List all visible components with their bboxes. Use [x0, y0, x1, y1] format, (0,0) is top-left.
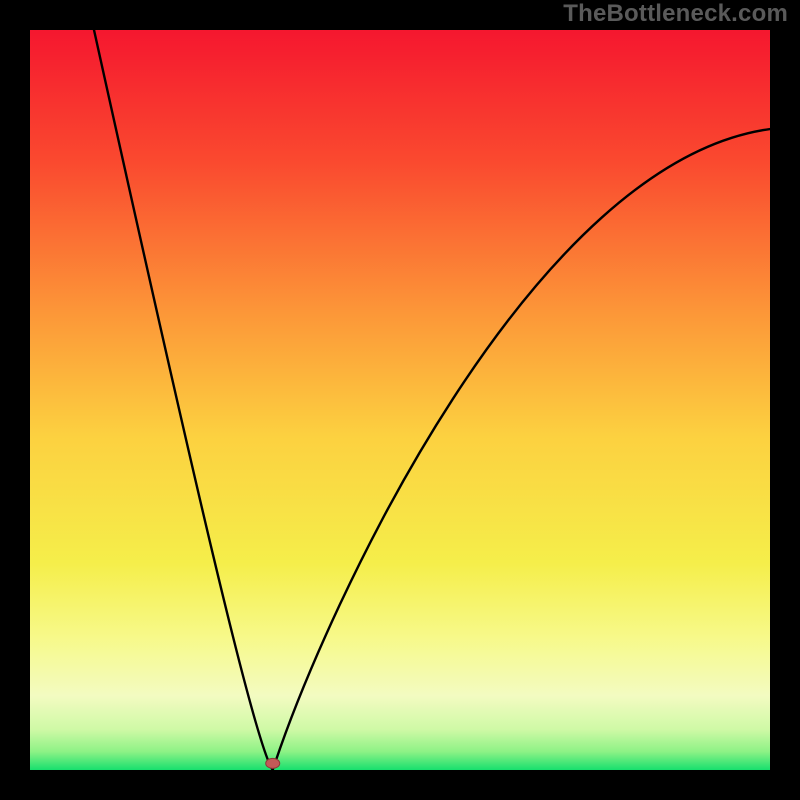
- optimal-marker: [266, 758, 280, 768]
- watermark-text: TheBottleneck.com: [563, 0, 788, 28]
- bottleneck-chart: [0, 0, 800, 800]
- plot-background: [30, 30, 770, 770]
